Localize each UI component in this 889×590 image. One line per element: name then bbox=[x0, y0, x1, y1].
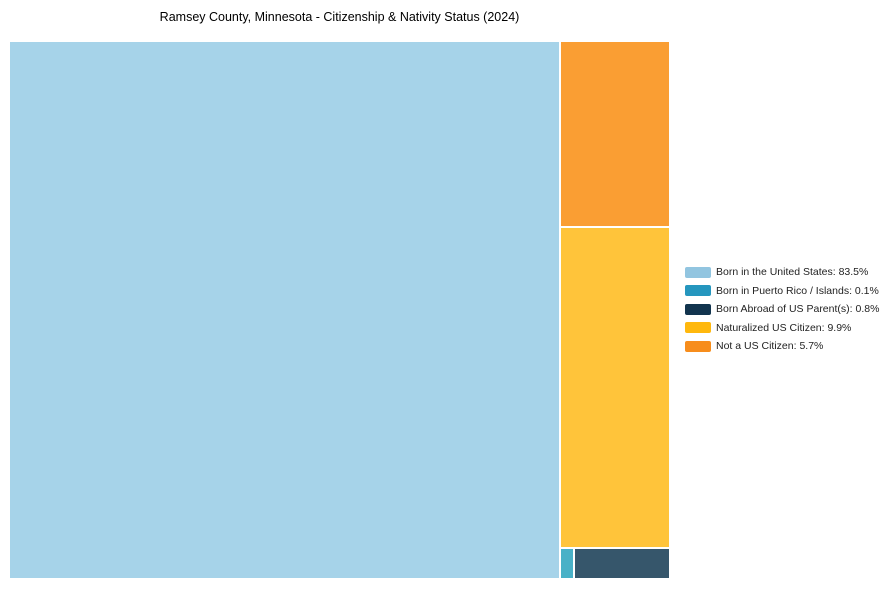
chart-legend: Born in the United States: 83.5% Born in… bbox=[685, 263, 879, 356]
legend-swatch-icon bbox=[685, 266, 711, 278]
legend-item-label: Naturalized US Citizen: 9.9% bbox=[716, 321, 852, 334]
legend-swatch-icon bbox=[685, 322, 711, 334]
treemap-rect-born-in-the-united-states bbox=[10, 42, 559, 578]
treemap-rect-not-a-us-citizen bbox=[561, 42, 669, 226]
legend-item-label: Born in the United States: 83.5% bbox=[716, 266, 869, 279]
treemap-chart bbox=[10, 42, 669, 578]
legend-item-not-a-us-citizen: Not a US Citizen: 5.7% bbox=[685, 337, 879, 356]
treemap-rect-born-in-puerto-rico-islands bbox=[561, 549, 573, 578]
treemap-rect-naturalized-us-citizen bbox=[561, 228, 669, 547]
legend-swatch-icon bbox=[685, 303, 711, 315]
legend-item-born-in-puerto-rico-islands: Born in Puerto Rico / Islands: 0.1% bbox=[685, 282, 879, 301]
legend-swatch-icon bbox=[685, 285, 711, 297]
legend-item-born-abroad-of-us-parents: Born Abroad of US Parent(s): 0.8% bbox=[685, 300, 879, 319]
legend-item-label: Born in Puerto Rico / Islands: 0.1% bbox=[716, 284, 879, 297]
chart-title: Ramsey County, Minnesota - Citizenship &… bbox=[159, 10, 520, 24]
treemap-rect-born-abroad-of-us-parents bbox=[575, 549, 669, 578]
legend-swatch-icon bbox=[685, 340, 711, 352]
legend-item-born-in-the-united-states: Born in the United States: 83.5% bbox=[685, 263, 879, 282]
legend-item-naturalized-us-citizen: Naturalized US Citizen: 9.9% bbox=[685, 319, 879, 338]
legend-item-label: Born Abroad of US Parent(s): 0.8% bbox=[716, 303, 880, 316]
legend-item-label: Not a US Citizen: 5.7% bbox=[716, 340, 824, 353]
